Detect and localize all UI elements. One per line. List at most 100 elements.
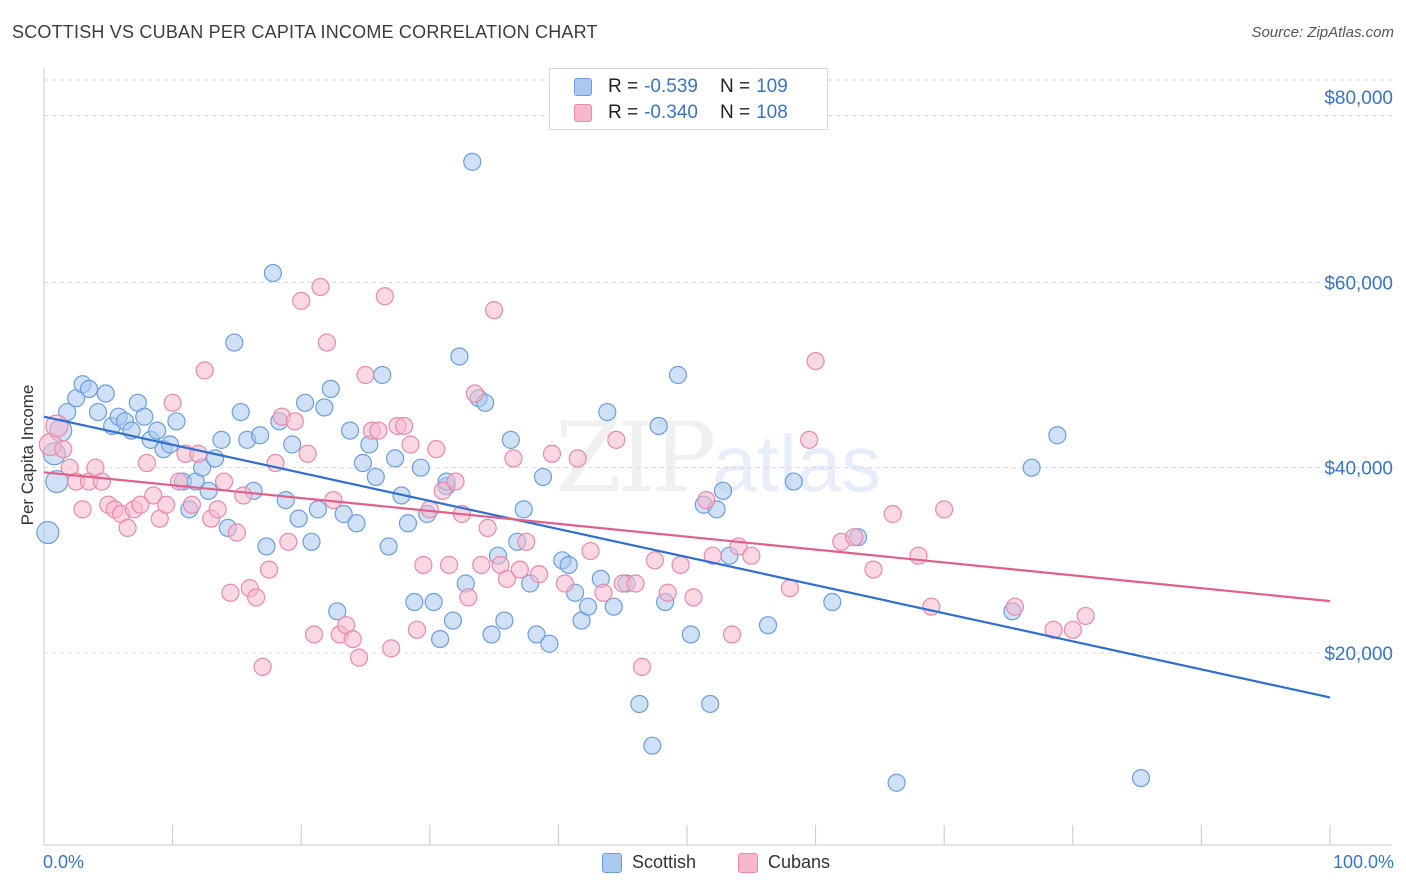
data-point-scottish (823, 592, 842, 612)
data-point-scottish (308, 500, 328, 519)
data-point-cubans (208, 500, 227, 519)
legend-item-scottish[interactable]: Scottish (602, 852, 696, 873)
data-point-scottish (887, 773, 906, 792)
data-point-cubans (703, 546, 722, 565)
data-point-cubans (227, 523, 246, 542)
trend-line-cubans (43, 471, 1331, 603)
data-point-scottish (347, 514, 366, 533)
legend-row-scottish: R = -0.539 N = 109 (574, 75, 788, 99)
data-point-cubans (317, 333, 337, 352)
data-point-scottish (1022, 458, 1041, 477)
data-point-cubans (935, 500, 954, 519)
data-point-cubans (722, 625, 742, 644)
data-point-scottish (643, 736, 662, 755)
data-point-cubans (407, 620, 427, 639)
data-point-scottish (385, 449, 405, 468)
data-point-cubans (137, 453, 156, 473)
series-legend: Scottish Cubans (0, 852, 1406, 876)
legend-label-cubans: Cubans (768, 852, 831, 872)
data-point-scottish (598, 402, 617, 422)
data-point-scottish (135, 407, 154, 426)
data-point-scottish (559, 555, 578, 575)
data-point-cubans (485, 301, 504, 320)
data-point-scottish (79, 379, 99, 398)
data-point-scottish (328, 602, 347, 621)
data-point-cubans (459, 588, 478, 607)
data-point-cubans (304, 625, 324, 644)
data-point-cubans (658, 583, 677, 602)
data-point-cubans (780, 579, 799, 598)
legend-r-value-scottish: -0.539 (644, 76, 698, 97)
data-point-cubans (517, 532, 536, 551)
data-point-scottish (533, 467, 553, 487)
legend-n-value-cubans: 108 (756, 102, 788, 123)
data-point-scottish (302, 532, 321, 551)
data-point-cubans (446, 472, 465, 491)
legend-n-label: N = (719, 76, 751, 97)
data-point-scottish (315, 398, 334, 417)
data-point-cubans (118, 518, 137, 538)
y-tick-label: $60,000 (1324, 273, 1393, 294)
data-point-cubans (131, 495, 150, 514)
data-point-cubans (433, 481, 452, 500)
data-point-cubans (92, 472, 111, 491)
data-point-cubans (883, 504, 902, 524)
source-credit: Source: ZipAtlas.com (1251, 24, 1394, 41)
data-point-cubans (555, 574, 574, 593)
data-point-scottish (263, 263, 283, 283)
data-point-cubans (311, 277, 330, 297)
data-point-scottish (225, 333, 244, 352)
data-point-cubans (285, 412, 304, 431)
legend-item-cubans[interactable]: Cubans (738, 852, 830, 873)
correlation-legend: R = -0.539 N = 109 R = -0.340 N = 108 (549, 68, 828, 130)
trend-line-scottish (43, 415, 1331, 699)
data-point-cubans (279, 532, 298, 551)
data-point-cubans (607, 430, 626, 449)
data-point-scottish (36, 520, 60, 545)
data-point-cubans (684, 588, 703, 607)
data-point-scottish (443, 611, 463, 630)
data-point-cubans (298, 444, 317, 463)
x-tick-label-max: 100.0% (1332, 852, 1394, 872)
data-point-cubans (594, 583, 613, 602)
data-point-cubans (259, 560, 279, 579)
data-point-scottish (321, 379, 340, 398)
data-point-cubans (195, 361, 214, 380)
data-point-scottish (88, 402, 108, 422)
legend-swatch-scottish (574, 78, 592, 96)
data-point-cubans (343, 629, 362, 649)
data-point-scottish (430, 629, 450, 649)
data-point-scottish (250, 426, 270, 445)
data-point-scottish (527, 625, 546, 644)
data-point-scottish (295, 393, 315, 412)
data-point-cubans (54, 440, 73, 459)
data-point-cubans (632, 657, 652, 677)
data-point-scottish (649, 416, 668, 436)
legend-n-label: N = (719, 102, 751, 123)
data-point-cubans (568, 449, 587, 468)
data-point-cubans (182, 495, 201, 514)
data-point-cubans (427, 440, 446, 459)
data-point-cubans (382, 639, 401, 658)
data-point-cubans (671, 555, 690, 575)
data-point-cubans (189, 444, 208, 463)
data-point-scottish (578, 597, 598, 616)
data-point-cubans (478, 518, 497, 538)
data-point-scottish (231, 402, 250, 422)
legend-swatch-cubans (738, 852, 758, 873)
data-point-scottish (668, 365, 688, 385)
data-point-cubans (157, 495, 176, 514)
data-point-cubans (144, 486, 163, 505)
data-point-cubans (1005, 597, 1025, 616)
chart-title: SCOTTISH VS CUBAN PER CAPITA INCOME CORR… (12, 22, 598, 42)
data-point-cubans (414, 555, 433, 575)
data-point-scottish (540, 634, 559, 653)
data-point-cubans (214, 472, 234, 491)
data-point-scottish (514, 500, 533, 519)
data-point-cubans (697, 491, 716, 510)
data-point-cubans (394, 416, 414, 436)
data-point-cubans (163, 393, 182, 412)
data-point-scottish (501, 430, 520, 449)
data-point-cubans (510, 560, 529, 579)
data-point-cubans (645, 551, 664, 570)
